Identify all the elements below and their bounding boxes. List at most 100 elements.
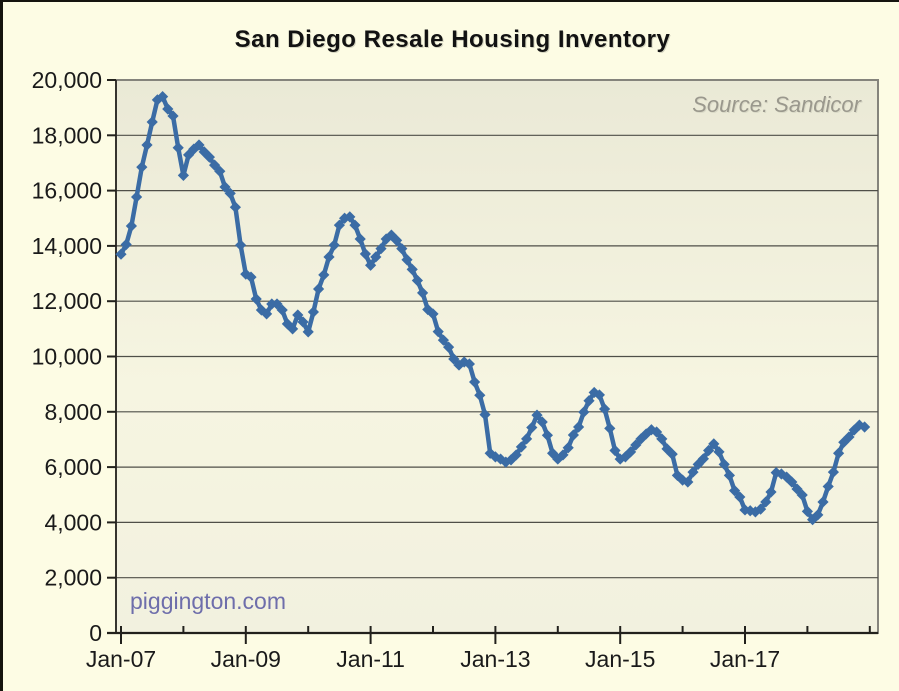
data-point-marker <box>859 421 871 433</box>
data-point-marker <box>458 356 470 368</box>
data-point-marker <box>224 187 236 199</box>
y-axis-tick-label: 18,000 <box>32 122 102 148</box>
data-point-marker <box>172 142 184 154</box>
data-point-marker <box>177 169 189 181</box>
data-point-marker <box>120 238 132 251</box>
data-point-marker <box>640 428 652 440</box>
data-point-marker <box>682 476 694 488</box>
data-point-marker <box>848 424 860 436</box>
data-point-marker <box>479 408 491 421</box>
data-point-marker <box>838 436 850 448</box>
x-axis-tick-label: Jan-15 <box>585 646 655 672</box>
data-point-marker <box>541 429 553 441</box>
data-point-marker <box>765 486 777 498</box>
data-point-marker <box>443 341 455 353</box>
data-point-marker <box>677 474 689 486</box>
data-point-marker <box>370 251 382 263</box>
data-point-marker <box>250 293 262 305</box>
data-point-marker <box>567 429 579 441</box>
data-point-marker <box>271 298 283 310</box>
data-point-marker <box>822 480 834 493</box>
y-axis-tick-label: 14,000 <box>32 233 102 259</box>
data-point-marker <box>645 424 657 436</box>
data-point-marker <box>406 263 418 276</box>
data-point-marker <box>141 139 153 151</box>
x-axis-tick-label: Jan-07 <box>86 646 156 672</box>
data-point-marker <box>573 421 585 433</box>
data-point-marker <box>651 426 663 438</box>
data-point-marker <box>427 308 439 320</box>
data-point-marker <box>313 283 325 295</box>
data-point-marker <box>801 505 813 517</box>
data-point-marker <box>812 509 824 521</box>
data-point-marker <box>235 239 247 251</box>
x-axis-tick-label: Jan-11 <box>336 646 405 672</box>
data-point-marker <box>593 389 605 401</box>
data-point-marker <box>853 419 865 431</box>
x-axis-tick-label: Jan-17 <box>710 646 780 672</box>
data-point-marker <box>531 409 543 421</box>
data-point-marker <box>739 504 751 516</box>
y-axis-tick-label: 16,000 <box>32 178 102 204</box>
data-point-marker <box>318 269 330 281</box>
data-point-marker <box>713 446 725 458</box>
data-point-marker <box>469 376 481 388</box>
data-point-marker <box>749 506 761 518</box>
data-point-marker <box>557 449 569 461</box>
data-point-marker <box>375 243 387 255</box>
data-point-marker <box>276 304 288 316</box>
data-point-marker <box>307 306 319 318</box>
data-point-marker <box>791 483 803 495</box>
data-point-marker <box>292 309 304 321</box>
data-point-marker <box>333 219 345 231</box>
data-point-marker <box>385 229 397 241</box>
chart-title: San Diego Resale Housing Inventory <box>234 26 671 53</box>
y-axis-tick-label: 12,000 <box>32 288 102 314</box>
data-point-marker <box>209 159 221 171</box>
data-point-marker <box>833 447 845 459</box>
data-point-marker <box>115 248 127 260</box>
data-point-marker <box>261 308 273 320</box>
data-point-marker <box>297 316 309 328</box>
data-point-marker <box>214 165 226 177</box>
data-point-marker <box>328 239 340 251</box>
data-point-marker <box>349 219 361 231</box>
data-point-marker <box>734 491 746 503</box>
data-point-marker <box>614 453 626 465</box>
data-point-marker <box>687 466 699 478</box>
data-point-marker <box>245 271 257 283</box>
data-point-marker <box>583 395 595 407</box>
plot-svg: 0 2,000 4,000 6,000 8,000 10,000 12,000 14,000 1… <box>32 67 879 672</box>
data-point-marker <box>437 334 449 346</box>
data-point-marker <box>354 233 366 245</box>
data-point-marker <box>411 274 423 287</box>
data-point-marker <box>193 139 205 151</box>
data-point-marker <box>432 326 444 338</box>
data-point-marker <box>817 496 829 508</box>
x-axis-tick-label: Jan-13 <box>460 646 530 672</box>
data-point-marker <box>510 449 522 461</box>
y-axis-tick-label: 20,000 <box>32 67 102 93</box>
data-point-marker <box>162 103 174 115</box>
data-point-marker <box>723 469 735 481</box>
data-point-marker <box>474 389 486 401</box>
data-point-marker <box>786 476 798 488</box>
data-point-marker <box>240 268 252 280</box>
data-point-marker <box>781 471 793 483</box>
data-point-marker <box>157 90 169 103</box>
y-axis-tick-label: 10,000 <box>32 344 102 370</box>
data-point-marker <box>515 441 527 453</box>
data-point-marker <box>703 444 715 457</box>
data-point-marker <box>671 469 683 481</box>
data-point-marker <box>755 503 767 515</box>
data-point-marker <box>500 456 512 468</box>
data-point-marker <box>729 485 741 497</box>
data-point-marker <box>365 259 377 271</box>
data-point-marker <box>827 466 839 478</box>
data-point-marker <box>526 421 538 434</box>
source-label: Source: Sandicor <box>692 92 861 117</box>
data-point-marker <box>344 211 356 223</box>
data-point-marker <box>666 448 678 460</box>
data-point-marker <box>547 447 559 459</box>
